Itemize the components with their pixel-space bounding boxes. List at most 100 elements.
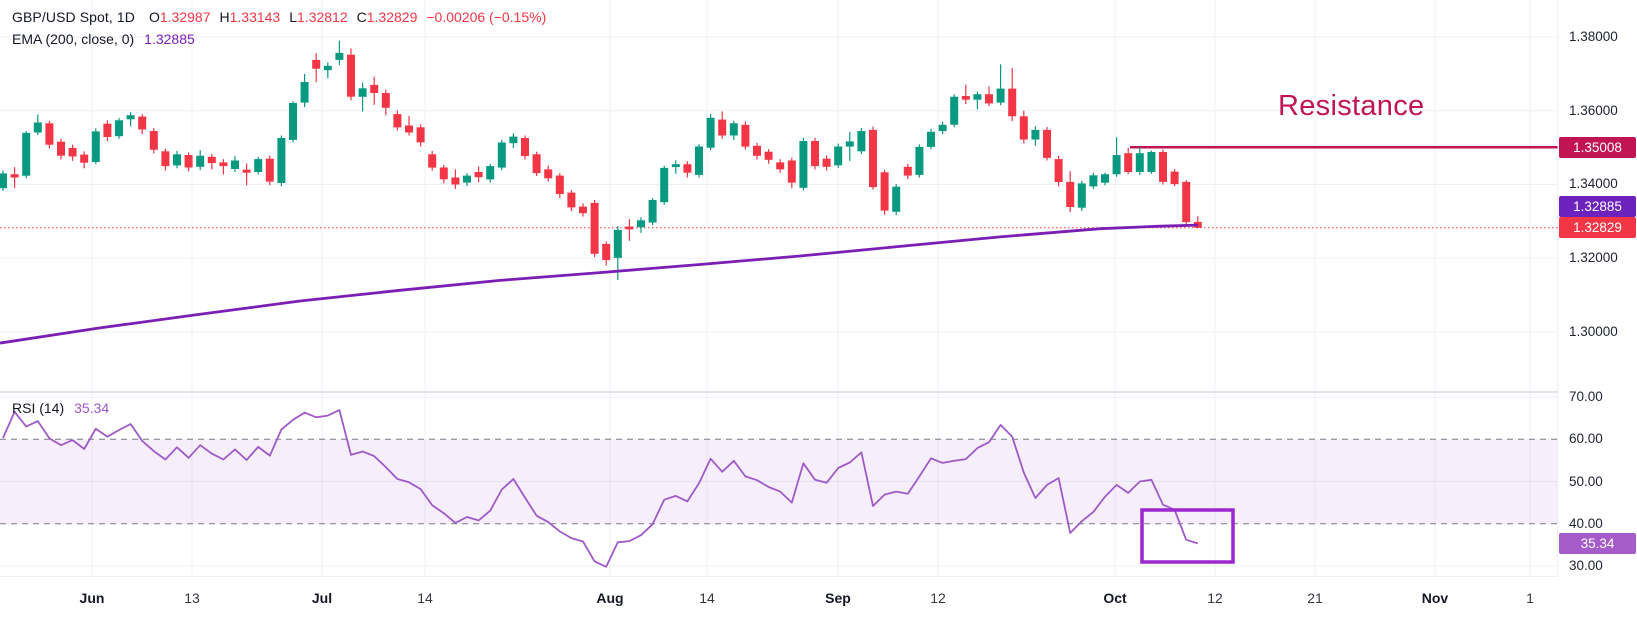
candle bbox=[138, 114, 147, 135]
candle bbox=[950, 94, 959, 128]
candle bbox=[869, 126, 877, 190]
candle bbox=[799, 138, 808, 191]
open-readout: O1.32987 bbox=[148, 9, 211, 25]
time-axis-label: 12 bbox=[1207, 590, 1223, 606]
rsi-value-badge: 35.34 bbox=[1559, 533, 1636, 554]
candle bbox=[103, 120, 112, 141]
candle bbox=[927, 128, 935, 150]
candle bbox=[451, 169, 460, 189]
candle bbox=[428, 150, 437, 171]
time-axis-label: Oct bbox=[1103, 590, 1127, 606]
candle bbox=[231, 156, 239, 172]
candle bbox=[880, 169, 889, 215]
time-axis-label: Nov bbox=[1421, 590, 1449, 606]
low-readout: L1.32812 bbox=[289, 9, 348, 25]
candle bbox=[474, 166, 483, 183]
high-readout: H1.33143 bbox=[219, 9, 281, 25]
candle bbox=[126, 112, 135, 127]
candle bbox=[811, 137, 819, 170]
candle bbox=[729, 120, 738, 140]
candle bbox=[358, 82, 367, 112]
candle bbox=[439, 165, 448, 184]
candle bbox=[300, 73, 309, 108]
candle bbox=[405, 115, 413, 136]
change-readout: −0.00206 (−0.15%) bbox=[426, 9, 547, 25]
candle bbox=[1135, 147, 1144, 175]
candle bbox=[648, 198, 657, 226]
candle bbox=[938, 121, 947, 134]
candle bbox=[1031, 126, 1040, 146]
candle bbox=[497, 139, 506, 171]
candle bbox=[671, 160, 680, 174]
candle bbox=[961, 84, 970, 105]
candle bbox=[706, 114, 715, 151]
resistance-price-badge: 1.35008 bbox=[1559, 137, 1636, 158]
rsi-axis-label: 30.00 bbox=[1569, 558, 1603, 573]
candle bbox=[1170, 169, 1179, 186]
candle bbox=[207, 153, 216, 170]
candle bbox=[289, 101, 297, 143]
candle bbox=[579, 203, 587, 217]
candle bbox=[892, 184, 901, 216]
resistance-annotation-label[interactable]: Resistance bbox=[1278, 90, 1425, 122]
candle bbox=[184, 152, 193, 172]
candle bbox=[776, 159, 785, 173]
candle bbox=[1066, 171, 1075, 213]
candle bbox=[695, 144, 703, 178]
candle bbox=[509, 133, 518, 148]
candle bbox=[265, 155, 274, 186]
price-axis[interactable]: 1.38000 1.36000 1.34000 1.32000 1.30000 70.00… bbox=[1558, 0, 1637, 577]
candle bbox=[161, 148, 170, 171]
time-axis-label: 1 bbox=[1526, 590, 1534, 606]
candle bbox=[219, 159, 228, 175]
time-axis-label: Aug bbox=[596, 590, 624, 606]
candle bbox=[996, 64, 1005, 106]
price-axis-label: 1.32000 bbox=[1569, 250, 1618, 265]
candle bbox=[416, 124, 425, 147]
rsi-legend[interactable]: RSI (14) 35.34 bbox=[12, 400, 109, 416]
time-axis[interactable]: Jun 13 Jul 14 Aug 14 Sep 12 Oct 12 21 Nov 1 bbox=[0, 577, 1637, 621]
candle bbox=[985, 86, 993, 107]
time-axis-label: Jul bbox=[311, 590, 333, 606]
symbol-legend[interactable]: GBP/USD Spot, 1D O1.32987 H1.33143 L1.32… bbox=[12, 9, 546, 25]
candle bbox=[254, 156, 263, 175]
candle bbox=[567, 190, 576, 211]
rsi-axis-label: 50.00 bbox=[1569, 474, 1603, 489]
candle bbox=[10, 167, 19, 189]
ema-line[interactable] bbox=[0, 223, 1199, 345]
candle bbox=[683, 161, 692, 178]
candle bbox=[544, 165, 553, 182]
rsi-highlight-box[interactable] bbox=[1140, 508, 1235, 564]
candle bbox=[1101, 172, 1109, 186]
candle bbox=[1182, 180, 1191, 227]
candle bbox=[602, 241, 611, 266]
candle bbox=[741, 121, 750, 150]
candle bbox=[555, 173, 564, 199]
time-axis-label: 12 bbox=[930, 590, 946, 606]
rsi-line[interactable] bbox=[2, 409, 1199, 568]
time-axis-label: 13 bbox=[184, 590, 200, 606]
candle bbox=[521, 135, 529, 160]
rsi-indicator-value: 35.34 bbox=[74, 400, 110, 416]
candle bbox=[1147, 150, 1156, 174]
ema-indicator-title: EMA (200, close, 0) bbox=[12, 31, 135, 47]
candle bbox=[764, 149, 773, 164]
ema-legend[interactable]: EMA (200, close, 0) 1.32885 bbox=[12, 31, 195, 47]
candle bbox=[393, 110, 402, 131]
candle bbox=[68, 144, 77, 161]
candle bbox=[1019, 110, 1028, 144]
candle bbox=[486, 163, 495, 183]
candle bbox=[1054, 155, 1063, 187]
symbol-title: GBP/USD Spot, 1D bbox=[12, 9, 135, 25]
candle bbox=[1124, 148, 1133, 175]
rsi-axis-label: 60.00 bbox=[1569, 431, 1603, 446]
candle bbox=[115, 118, 123, 139]
price-axis-label: 1.34000 bbox=[1569, 176, 1618, 191]
rsi-axis-label: 70.00 bbox=[1569, 389, 1603, 404]
candle bbox=[196, 150, 205, 171]
candle bbox=[857, 128, 866, 154]
candle bbox=[1077, 180, 1086, 211]
candle bbox=[335, 40, 344, 65]
